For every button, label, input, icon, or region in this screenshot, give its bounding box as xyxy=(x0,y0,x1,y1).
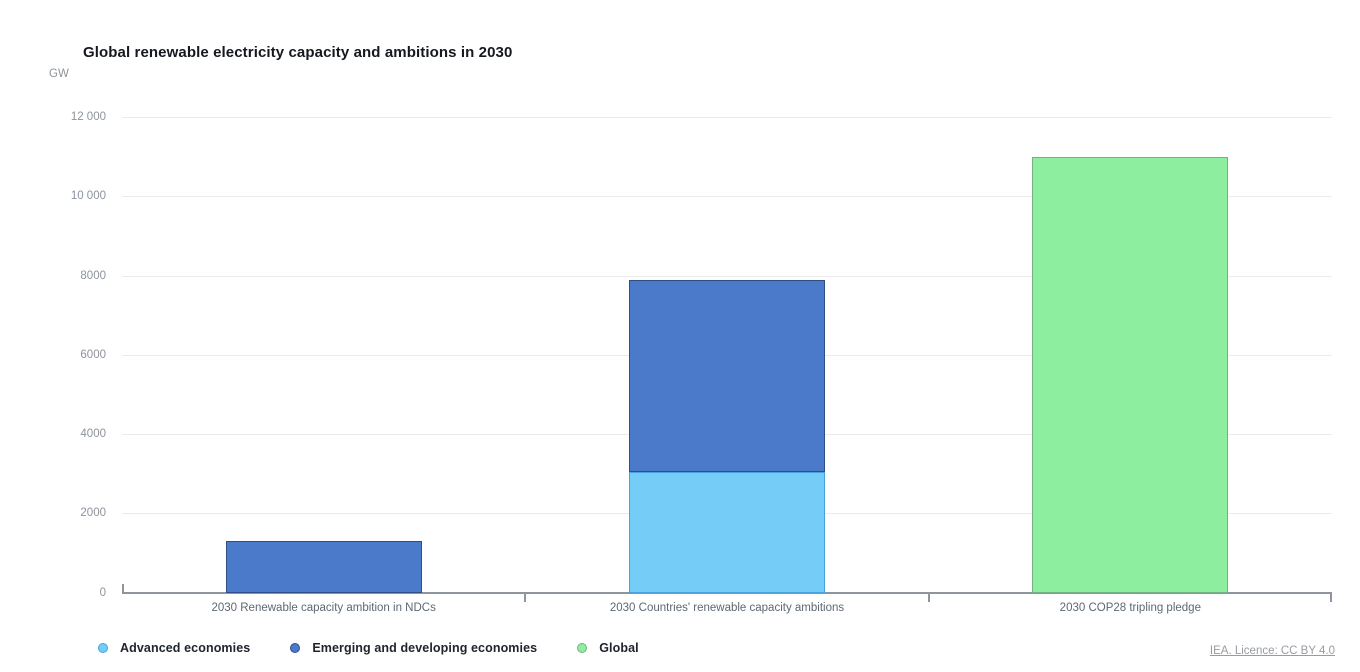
category-label-2: 2030 Countries' renewable capacity ambit… xyxy=(609,602,845,614)
y-axis-unit-label: GW xyxy=(49,68,69,80)
x-axis-line xyxy=(122,592,1332,594)
y-tick-label-2000: 2000 xyxy=(80,507,106,520)
x-axis-tick-end xyxy=(1330,593,1332,602)
x-axis-origin-stub xyxy=(122,584,124,593)
legend-label: Global xyxy=(599,641,639,655)
y-tick-label-10000: 10 000 xyxy=(70,190,106,203)
y-tick-label-12000: 12 000 xyxy=(70,111,106,123)
advanced-economies-legend-dot-icon xyxy=(98,643,108,653)
legend-label: Advanced economies xyxy=(120,641,251,655)
legend-item-emerging-and-developing-economies[interactable]: Emerging and developing economies xyxy=(290,641,537,655)
bar-segment-advanced-economies[interactable] xyxy=(629,472,825,593)
y-tick-label-8000: 8000 xyxy=(80,269,106,282)
chart-title: Global renewable electricity capacity an… xyxy=(83,44,513,61)
gridline-12000 xyxy=(122,117,1332,118)
gridline-10000 xyxy=(122,196,1332,198)
legend-item-global[interactable]: Global xyxy=(577,641,639,655)
category-label-3: 2030 COP28 tripling pledge xyxy=(1059,602,1201,614)
y-tick-label-4000: 4000 xyxy=(80,428,106,440)
bar-segment-emerging-and-developing-economies[interactable] xyxy=(629,279,825,473)
y-tick-label-6000: 6000 xyxy=(80,348,106,361)
legend-item-advanced-economies[interactable]: Advanced economies xyxy=(98,641,250,655)
gridline-8000 xyxy=(122,275,1332,277)
emerging-and-developing-economies-legend-dot-icon xyxy=(290,643,301,653)
x-axis-tick-1 xyxy=(524,593,527,602)
bar-segment-emerging-and-developing-economies[interactable] xyxy=(225,541,422,593)
legend-label: Emerging and developing economies xyxy=(312,641,538,655)
y-tick-label-0: 0 xyxy=(99,586,106,599)
license-link[interactable]: IEA. Licence: CC BY 4.0 xyxy=(1209,645,1335,657)
legend: Advanced economies Emerging and developin… xyxy=(98,641,639,655)
global-legend-dot-icon xyxy=(577,643,588,653)
x-axis-tick-2 xyxy=(927,593,930,602)
bar-segment-global[interactable] xyxy=(1032,157,1229,593)
category-label-1: 2030 Renewable capacity ambition in NDCs xyxy=(211,602,436,614)
